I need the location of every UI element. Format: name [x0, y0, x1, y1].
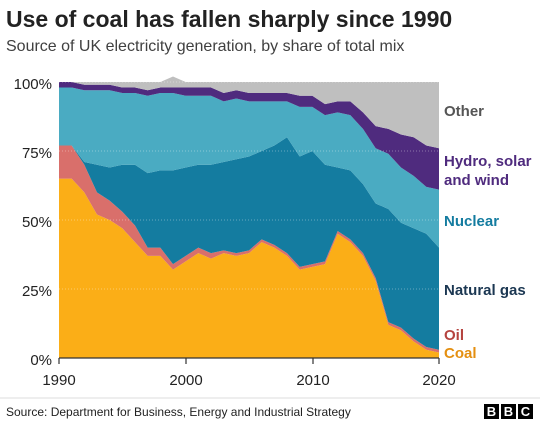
x-tick-label: 2010	[296, 372, 329, 389]
area-natural-gas	[59, 137, 439, 350]
y-tick-label: 25%	[22, 283, 52, 300]
svg-text:B: B	[504, 404, 513, 419]
y-tick-label: 50%	[22, 214, 52, 231]
y-tick-label: 75%	[22, 145, 52, 162]
y-tick-label: 0%	[30, 352, 52, 369]
svg-text:B: B	[487, 404, 496, 419]
x-tick-label: 1990	[42, 372, 75, 389]
plot-areas	[59, 76, 439, 358]
legend-oil: Oil	[444, 327, 464, 344]
y-axis: 100% 75% 50% 25% 0%	[14, 76, 52, 369]
legend-coal: Coal	[444, 345, 477, 362]
source-note: Source: Department for Business, Energy …	[6, 405, 351, 419]
area-nuclear	[59, 87, 439, 248]
chart-subtitle: Source of UK electricity generation, by …	[6, 38, 404, 55]
area-hydro-solar-and-wind	[59, 82, 439, 190]
bbc-logo: B B C	[484, 404, 533, 419]
area-coal	[59, 178, 439, 358]
y-tick-label: 100%	[14, 76, 52, 93]
x-axis: 1990 2000 2010 2020	[42, 357, 456, 389]
area-other	[59, 76, 439, 149]
legend-hydro-solar-wind: Hydro, solar and wind	[444, 153, 536, 189]
x-tick-label: 2020	[422, 372, 455, 389]
legend-nuclear: Nuclear	[444, 213, 499, 230]
chart-title: Use of coal has fallen sharply since 199…	[6, 6, 452, 32]
legend-natural-gas: Natural gas	[444, 282, 526, 299]
svg-text:C: C	[521, 404, 531, 419]
x-tick-label: 2000	[169, 372, 202, 389]
legend-other: Other	[444, 103, 484, 120]
gridlines	[59, 81, 439, 290]
legend: Other Hydro, solar and wind Nuclear Natu…	[444, 103, 536, 362]
